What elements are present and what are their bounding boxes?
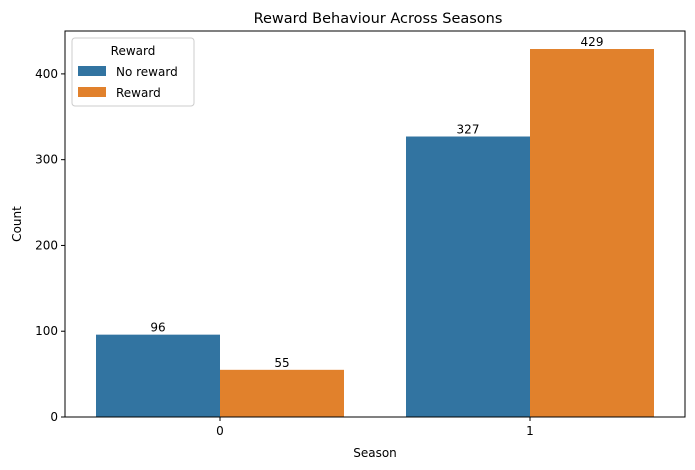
data-label: 96 (150, 321, 165, 335)
bar (530, 49, 654, 417)
legend-items: No reward Reward (78, 65, 178, 100)
bar (406, 136, 530, 418)
y-tick-label: 300 (35, 153, 58, 167)
legend-swatch (78, 87, 106, 97)
y-tick-label: 0 (50, 410, 58, 424)
x-tick-label: 0 (216, 424, 224, 438)
bar (96, 334, 220, 417)
data-label: 55 (274, 356, 289, 370)
chart-title: Reward Behaviour Across Seasons (254, 11, 503, 27)
x-tick-label: 1 (526, 424, 534, 438)
y-tick-label: 200 (35, 238, 58, 252)
y-axis: 0 100 200 300 400 (35, 67, 65, 424)
data-label: 429 (581, 35, 604, 49)
legend-label: No reward (116, 65, 178, 79)
y-tick-label: 400 (35, 67, 58, 81)
legend-label: Reward (116, 86, 161, 100)
data-label: 327 (457, 123, 480, 137)
legend-title: Reward (111, 44, 156, 58)
plot-frame (64, 30, 686, 418)
x-axis-label: Season (353, 446, 397, 460)
y-tick-label: 100 (35, 324, 58, 338)
legend-swatch (78, 66, 106, 76)
bar (220, 369, 344, 417)
plot-area: 96 327 55 429 (96, 35, 654, 418)
y-axis-label: Count (10, 206, 24, 242)
legend: Reward No reward Reward (71, 37, 195, 107)
